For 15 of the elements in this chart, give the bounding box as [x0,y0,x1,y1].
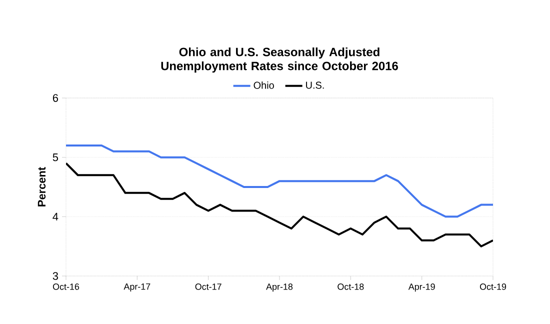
legend-label: U.S. [306,82,324,89]
x-tick-label: Oct-16 [52,284,80,290]
chart-title: Ohio and U.S. Seasonally Adjusted Unemployment Rates since October 2016 [161,47,398,73]
x-tick-label: Apr-18 [266,284,293,292]
x-tick-label: Apr-17 [124,284,150,292]
y-tick-label: 3 [52,272,58,280]
y-tick-label: 6 [52,94,58,102]
y-tick-label: 5 [52,154,58,162]
x-tick-label: Oct-19 [480,284,506,290]
x-tick-label: Oct-18 [338,284,364,290]
y-tick-label: 4 [52,212,58,220]
legend-label: Ohio [254,82,274,89]
x-tick-label: Apr-19 [408,284,435,292]
y-axis-title: Percent [38,167,46,206]
x-tick-label: Oct-17 [195,284,222,290]
